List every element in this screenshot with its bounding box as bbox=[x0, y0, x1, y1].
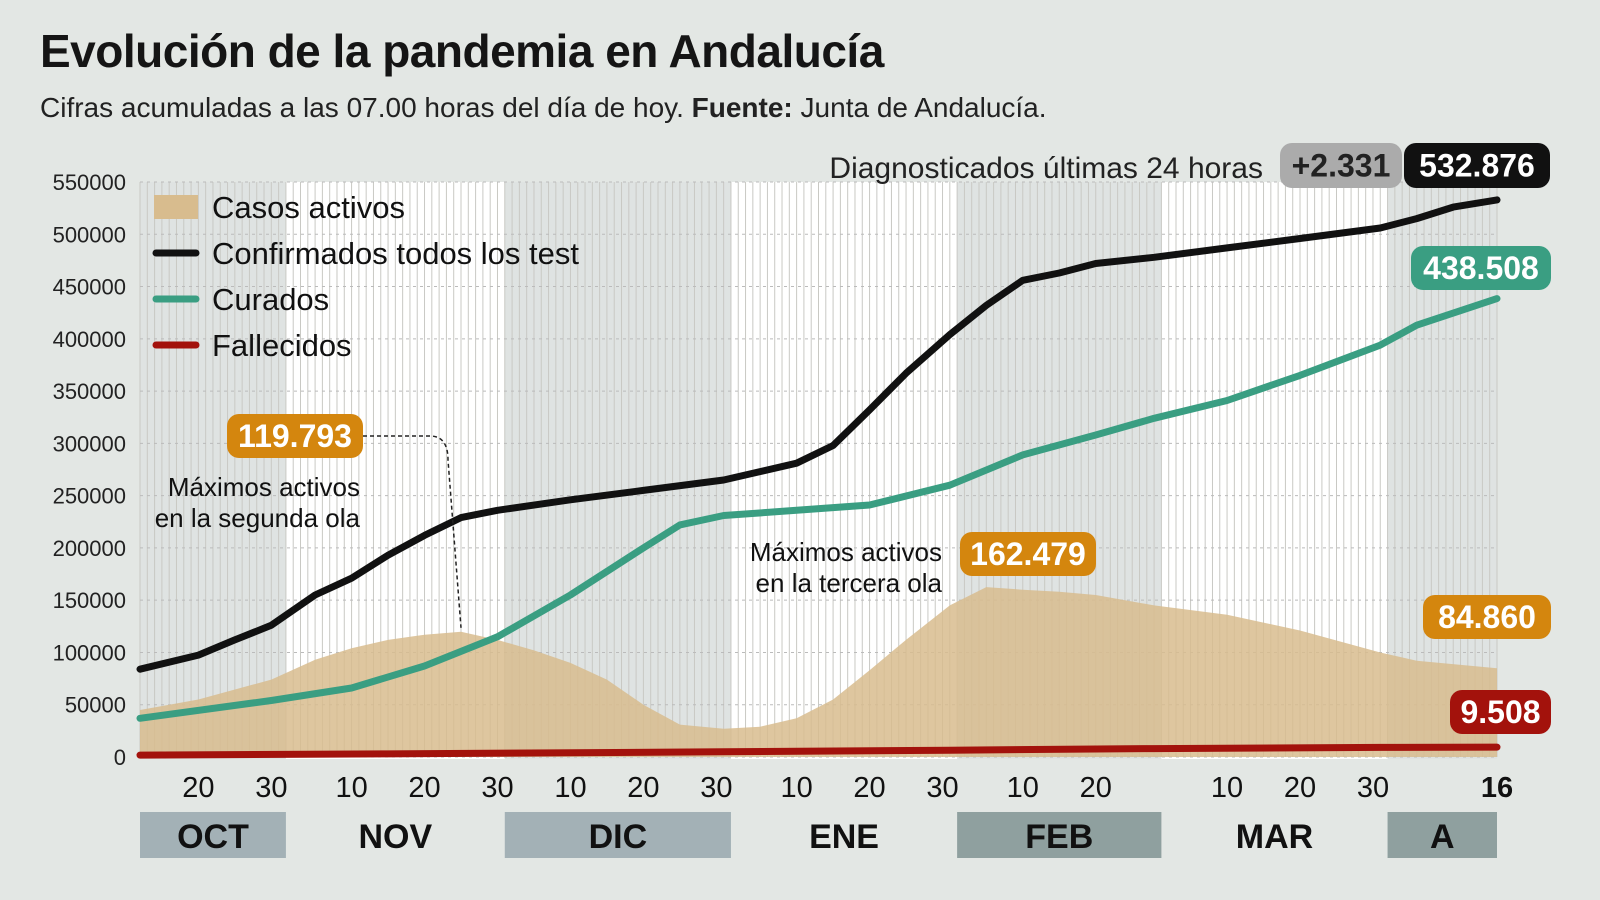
month-label: OCT bbox=[177, 818, 249, 856]
series-line-fallecidos bbox=[136, 743, 1501, 759]
x-tick-label: 20 bbox=[1080, 772, 1112, 804]
x-tick-label: 20 bbox=[627, 772, 659, 804]
x-tick-label: 10 bbox=[1211, 772, 1243, 804]
x-tick-label: 10 bbox=[780, 772, 812, 804]
legend-label: Casos activos bbox=[212, 190, 405, 225]
month-band-oct bbox=[140, 812, 286, 858]
x-tick-label: 10 bbox=[554, 772, 586, 804]
chart-subtitle: Cifras acumuladas a las 07.00 horas del … bbox=[40, 92, 1047, 124]
month-label: ENE bbox=[809, 818, 879, 856]
peak2-badge bbox=[227, 414, 363, 458]
x-tick-label: 20 bbox=[408, 772, 440, 804]
x-tick-label: 16 bbox=[1481, 772, 1513, 804]
y-tick-label: 250000 bbox=[53, 484, 126, 509]
x-tick-label: 20 bbox=[853, 772, 885, 804]
peak2-note-line2: en la segunda ola bbox=[155, 503, 361, 533]
x-tick-label: 10 bbox=[335, 772, 367, 804]
confirmed-end-value: 532.876 bbox=[1419, 148, 1535, 184]
daily-badge bbox=[1280, 143, 1402, 188]
month-band-dic bbox=[504, 812, 731, 858]
month-band-a bbox=[1387, 812, 1497, 858]
peak3-badge bbox=[960, 532, 1096, 576]
y-tick-label: 300000 bbox=[53, 431, 126, 456]
series-line-confirmados-todos-los-test bbox=[136, 196, 1501, 673]
subtitle-text: Cifras acumuladas a las 07.00 horas del … bbox=[40, 92, 692, 123]
active-end-value: 84.860 bbox=[1438, 599, 1536, 635]
month-label: A bbox=[1430, 818, 1455, 856]
x-tick-label: 30 bbox=[926, 772, 958, 804]
daily-label: Diagnosticados últimas 24 horas bbox=[829, 152, 1263, 185]
y-tick-label: 350000 bbox=[53, 379, 126, 404]
x-tick-label: 30 bbox=[255, 772, 287, 804]
y-tick-label: 0 bbox=[114, 745, 126, 770]
y-tick-label: 150000 bbox=[53, 588, 126, 613]
series-line-curados bbox=[136, 295, 1501, 722]
x-tick-label: 30 bbox=[481, 772, 513, 804]
y-tick-label: 50000 bbox=[65, 693, 126, 718]
peak3-note-line2: en la tercera ola bbox=[756, 568, 943, 598]
legend-swatch bbox=[154, 195, 198, 219]
source-text: Junta de Andalucía. bbox=[792, 92, 1047, 123]
legend-label: Fallecidos bbox=[212, 328, 352, 363]
peak2-value: 119.793 bbox=[238, 418, 352, 454]
month-label: MAR bbox=[1236, 818, 1313, 856]
month-label: NOV bbox=[359, 818, 433, 856]
month-label: FEB bbox=[1025, 818, 1093, 856]
y-tick-label: 500000 bbox=[53, 222, 126, 247]
peak2-note-line1: Máximos activos bbox=[168, 472, 360, 502]
x-tick-label: 30 bbox=[700, 772, 732, 804]
x-tick-label: 20 bbox=[182, 772, 214, 804]
peak3-value: 162.479 bbox=[970, 536, 1086, 572]
peak3-note-line1: Máximos activos bbox=[750, 537, 942, 567]
y-tick-label: 450000 bbox=[53, 275, 126, 300]
deaths-end-value: 9.508 bbox=[1460, 694, 1540, 730]
y-tick-label: 550000 bbox=[53, 170, 126, 195]
y-tick-label: 100000 bbox=[53, 640, 126, 665]
cured-end-value: 438.508 bbox=[1423, 250, 1539, 286]
legend-label: Confirmados todos los test bbox=[212, 236, 579, 271]
confirmed-end-badge bbox=[1404, 143, 1550, 188]
x-tick-label: 20 bbox=[1284, 772, 1316, 804]
series-area-casos-activos bbox=[140, 587, 1497, 757]
active-end-badge bbox=[1423, 595, 1551, 639]
legend-label: Curados bbox=[212, 282, 329, 317]
peak2-leader-line bbox=[363, 435, 462, 628]
y-tick-label: 400000 bbox=[53, 327, 126, 352]
chart-title: Evolución de la pandemia en Andalucía bbox=[40, 25, 884, 77]
cured-end-badge bbox=[1411, 246, 1551, 290]
month-band-feb bbox=[957, 812, 1162, 858]
deaths-end-badge bbox=[1450, 690, 1551, 734]
source-label: Fuente: bbox=[691, 92, 793, 123]
x-tick-label: 30 bbox=[1357, 772, 1389, 804]
x-tick-label: 10 bbox=[1007, 772, 1039, 804]
month-label: DIC bbox=[589, 818, 648, 856]
daily-value: +2.331 bbox=[1292, 148, 1391, 184]
y-tick-label: 200000 bbox=[53, 536, 126, 561]
